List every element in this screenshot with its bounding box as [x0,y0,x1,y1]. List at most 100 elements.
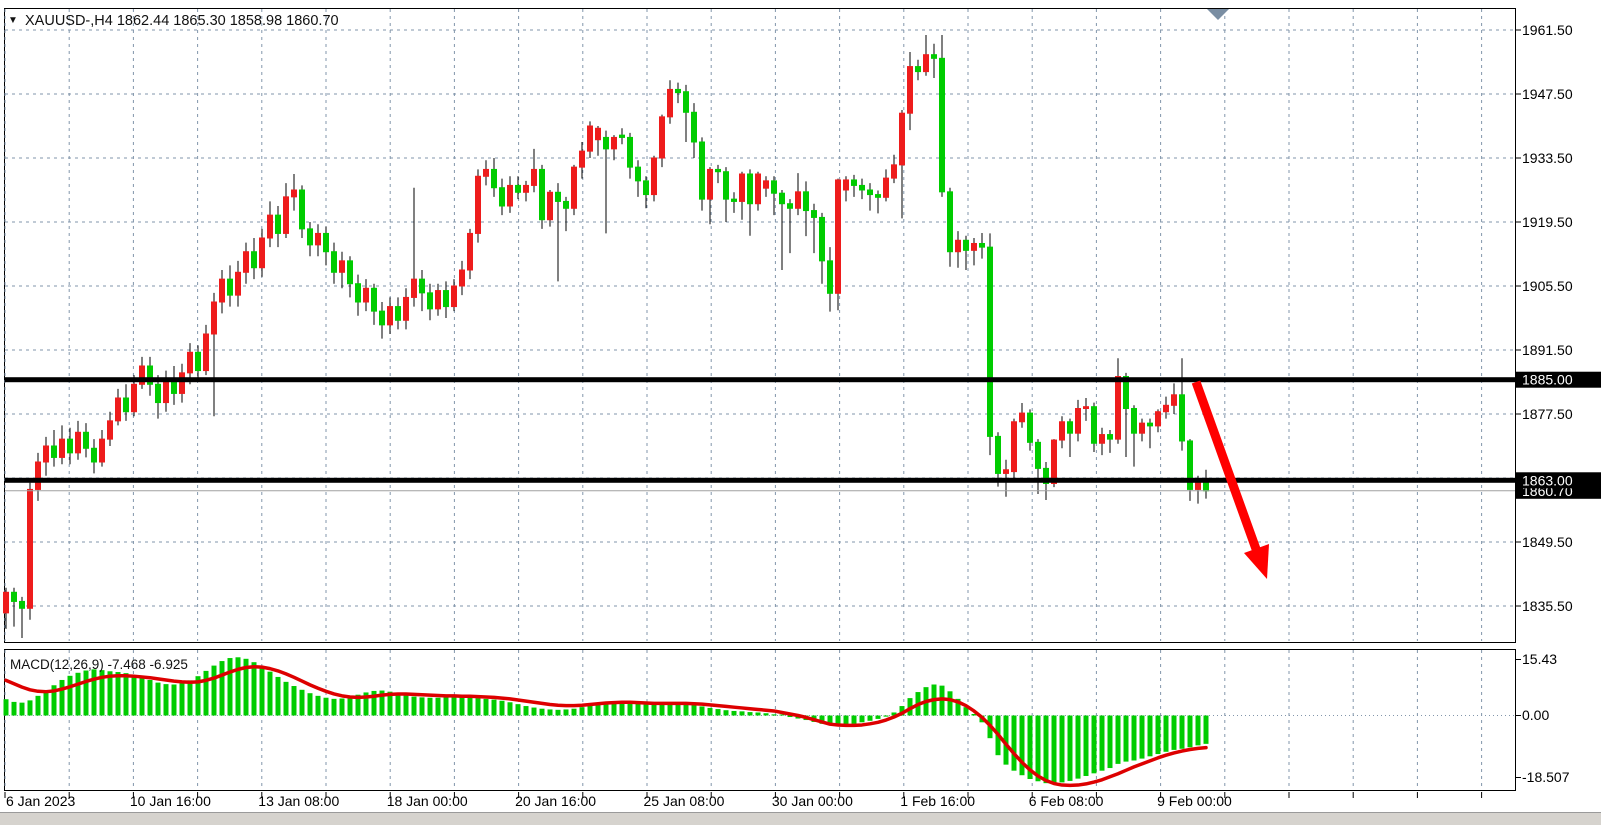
macd-panel[interactable] [4,649,1516,791]
candle-body [379,310,385,326]
candle [99,429,105,467]
time-axis-label: 20 Jan 16:00 [515,793,596,809]
candle [147,356,153,396]
macd-histogram-bar [611,702,617,716]
macd-histogram-bar [3,699,9,716]
candle-body [523,184,529,193]
macd-histogram-bar [571,708,577,716]
macd-histogram-bar [603,703,609,716]
candle-body [619,134,625,138]
candle-body [1187,440,1193,490]
price-axis-label: 1947.50 [1522,86,1573,102]
macd-histogram-bar [763,713,769,716]
candlestick-series [3,35,1209,638]
chart-shift-marker[interactable] [1207,9,1229,20]
macd-histogram-bar [883,715,889,717]
macd-histogram-bar [867,715,873,721]
candle-body [859,184,865,191]
macd-histogram-bar [835,715,841,726]
candle [203,324,209,376]
macd-histogram-bar [347,696,353,716]
horizontal-level-line[interactable] [5,377,1515,383]
candle [107,411,113,446]
candle-body [1051,439,1057,484]
macd-histogram-bar [1099,715,1105,771]
price-panel[interactable] [4,8,1516,643]
candle [539,164,545,229]
candle [715,164,721,184]
horizontal-level-line[interactable] [5,477,1515,483]
candle [379,301,385,339]
macd-histogram-bar [203,670,209,716]
candle-body [339,260,345,273]
candle [787,199,793,254]
candle-body [851,179,857,186]
candle [643,176,649,209]
candle-body [955,239,961,253]
candle [43,436,49,476]
candle-body [651,157,657,196]
macd-histogram-bar [827,715,833,725]
candle-body [347,260,353,285]
macd-indicator-label: MACD(12,26,9) -7.468 -6.925 [10,657,188,672]
candle [739,171,745,220]
candle-body [51,445,57,458]
time-axis-label: 1 Feb 16:00 [900,793,975,809]
macd-histogram-bar [491,699,497,716]
candle [1035,439,1041,494]
symbol-collapse-icon[interactable]: ▼ [8,15,18,26]
level-tag-label: 1863.00 [1522,472,1573,488]
trend-arrow-head[interactable] [1244,544,1269,579]
candle [283,183,289,238]
macd-histogram-bar [107,671,113,716]
candle [923,35,929,76]
candle-body [731,198,737,202]
macd-histogram-bar [851,715,857,724]
candle-body [987,246,993,437]
candle-body [283,196,289,234]
macd-histogram-bar [1067,715,1073,781]
drawing-objects-layer[interactable] [1191,9,1269,579]
macd-histogram-bar [35,695,41,716]
candle [819,212,825,284]
macd-histogram-bar [395,693,401,716]
candle [331,242,337,284]
candle [219,269,225,314]
macd-histogram-bar [1019,715,1025,776]
candle-body [443,290,449,308]
candle-body [163,379,169,404]
macd-histogram-bar [131,675,137,716]
candle [1059,416,1065,449]
axes-layer: 1961.50 1947.50 1933.50 1919.50 1905.50 1891.… [4,22,1601,809]
candle-body [59,438,65,458]
macd-histogram-bar [75,672,81,716]
level-tag [1516,371,1601,388]
price-axis-label: 1849.50 [1522,534,1573,550]
candle-body [907,66,913,114]
candle-body [699,141,705,200]
macd-histogram-bar [1075,715,1081,779]
candle [27,482,33,620]
price-axis-label: 1835.50 [1522,598,1573,614]
candle [1123,372,1129,457]
candle [483,160,489,186]
candle [35,452,41,501]
candle-body [387,306,393,326]
candle [955,231,961,268]
candle [299,185,305,238]
candle-body [843,179,849,191]
trend-arrow-shaft[interactable] [1191,380,1261,551]
candle-body [931,54,937,59]
candle-body [1067,421,1073,434]
candle [139,356,145,389]
candle [939,35,945,197]
macd-histogram-bar [595,703,601,716]
candle [291,173,297,211]
macd-histogram-bar [523,706,529,716]
support-resistance-lines[interactable] [5,377,1515,492]
time-axis-label: 6 Jan 2023 [6,793,75,809]
macd-histogram-bar [563,709,569,716]
macd-histogram-bar [1107,715,1113,769]
candle-body [427,292,433,310]
